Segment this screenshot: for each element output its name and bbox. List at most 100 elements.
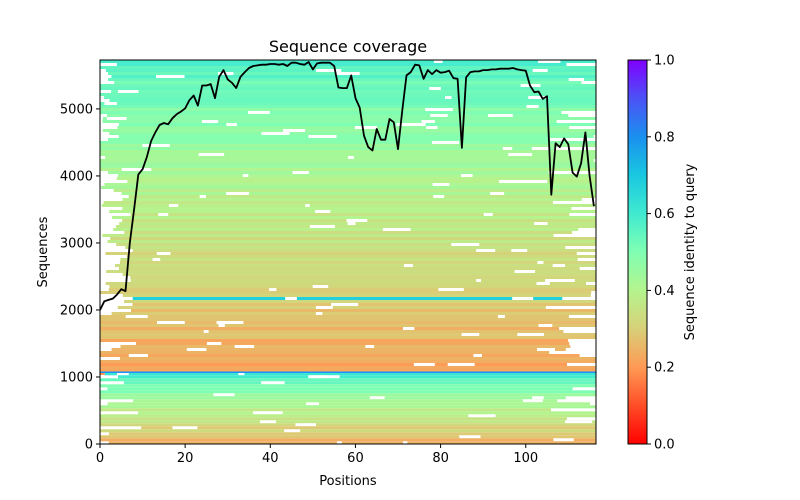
- heatmap-gap: [498, 180, 522, 183]
- heatmap-gap: [315, 306, 333, 309]
- heatmap-gap: [206, 342, 222, 345]
- heatmap-gap: [285, 297, 297, 300]
- heatmap-gap: [578, 228, 596, 231]
- heatmap-row: [112, 216, 596, 219]
- heatmap-gap: [531, 147, 550, 150]
- heatmap-row: [136, 342, 570, 345]
- heatmap-row: [100, 141, 596, 144]
- heatmap-gap: [308, 135, 337, 138]
- heatmap-row: [100, 390, 596, 394]
- heatmap-gap: [536, 282, 550, 285]
- heatmap-gap: [261, 381, 285, 385]
- heatmap-gap: [128, 354, 148, 357]
- heatmap-gap: [432, 183, 450, 186]
- heatmap-row: [119, 357, 596, 360]
- y-axis-label: Sequences: [36, 216, 51, 287]
- heatmap-gap: [490, 414, 496, 418]
- heatmap-gap: [425, 108, 453, 111]
- heatmap-gap: [157, 321, 185, 324]
- heatmap-row: [118, 267, 580, 270]
- y-tick-label: 5000: [60, 102, 93, 117]
- heatmap-gap: [312, 285, 329, 288]
- y-tick-label: 4000: [60, 169, 93, 184]
- heatmap-gap: [316, 69, 342, 72]
- colorbar-tick-label: 0.6: [654, 207, 675, 222]
- heatmap-gap: [201, 120, 219, 123]
- heatmap-gap: [402, 441, 408, 444]
- heatmap-gap: [198, 153, 225, 156]
- heatmap-row: [118, 375, 596, 379]
- heatmap-gap: [306, 402, 319, 406]
- heatmap-row: [102, 234, 554, 237]
- heatmap-gap: [295, 423, 316, 427]
- y-tick-label: 1000: [60, 370, 93, 385]
- heatmap-gap: [403, 264, 413, 267]
- heatmap-gap: [199, 195, 206, 198]
- heatmap-gap: [348, 156, 354, 159]
- x-tick-label: 100: [513, 451, 538, 466]
- heatmap-row: [138, 411, 596, 415]
- heatmap-row: [100, 153, 596, 156]
- heatmap-gap: [476, 279, 481, 282]
- heatmap-row: [100, 405, 596, 409]
- heatmap-row: [105, 282, 586, 285]
- coverage-line: [100, 61, 595, 311]
- heatmap-row: [126, 255, 596, 258]
- heatmap-gap: [238, 372, 245, 376]
- heatmap-row: [127, 180, 596, 183]
- heatmap-row: [102, 129, 596, 132]
- heatmap-row: [104, 96, 596, 99]
- heatmap-row: [100, 165, 596, 168]
- heatmap-row: [108, 171, 562, 174]
- heatmap-row: [111, 75, 596, 78]
- heatmap-row: [118, 135, 594, 138]
- y-tick-label: 2000: [60, 303, 93, 318]
- heatmap-row: [132, 297, 563, 300]
- x-axis: 0 20 40 60 80 100: [96, 444, 538, 466]
- heatmap-gap: [284, 429, 301, 433]
- colorbar-label: Sequence identity to query: [683, 163, 698, 340]
- heatmap-row: [118, 174, 596, 177]
- heatmap-gap: [473, 354, 482, 357]
- heatmap-row: [113, 189, 596, 192]
- heatmap-gap: [260, 420, 276, 424]
- heatmap-row: [100, 315, 569, 318]
- heatmap-gap: [156, 75, 178, 78]
- heatmap-row: [100, 336, 596, 339]
- heatmap-row: [100, 87, 596, 90]
- heatmap-row: [100, 330, 564, 333]
- heatmap-row: [100, 366, 596, 369]
- heatmap-gap: [218, 324, 225, 327]
- heatmap-row: [100, 147, 554, 150]
- heatmap-gap: [488, 114, 513, 117]
- heatmap-gap: [429, 87, 441, 90]
- heatmap-row: [124, 300, 596, 303]
- x-tick-label: 20: [177, 451, 194, 466]
- heatmap-row: [116, 225, 596, 228]
- heatmap-gap: [354, 126, 377, 129]
- heatmap-row: [100, 291, 596, 294]
- heatmap-row: [101, 204, 596, 207]
- y-axis: 0 1000 2000 3000 4000 5000: [60, 102, 100, 453]
- heatmap-row: [132, 303, 596, 306]
- heatmap-row: [100, 159, 594, 162]
- heatmap-row: [105, 69, 596, 72]
- heatmap-row: [102, 120, 557, 123]
- heatmap-row: [111, 348, 566, 351]
- heatmap-gap: [305, 204, 310, 207]
- heatmap-row: [115, 264, 596, 267]
- heatmap-row: [103, 201, 553, 204]
- heatmap-row: [100, 93, 596, 96]
- heatmap-row: [100, 429, 596, 433]
- heatmap-row: [117, 126, 570, 129]
- heatmap-gap: [548, 171, 571, 174]
- heatmap-gap: [186, 348, 207, 351]
- heatmap-row: [130, 213, 570, 216]
- heatmap-gap: [553, 438, 574, 442]
- heatmap-row: [100, 66, 596, 69]
- heatmap-row: [122, 207, 572, 210]
- heatmap-gap: [538, 60, 561, 63]
- heatmap-row: [120, 258, 578, 261]
- x-tick-label: 80: [432, 451, 449, 466]
